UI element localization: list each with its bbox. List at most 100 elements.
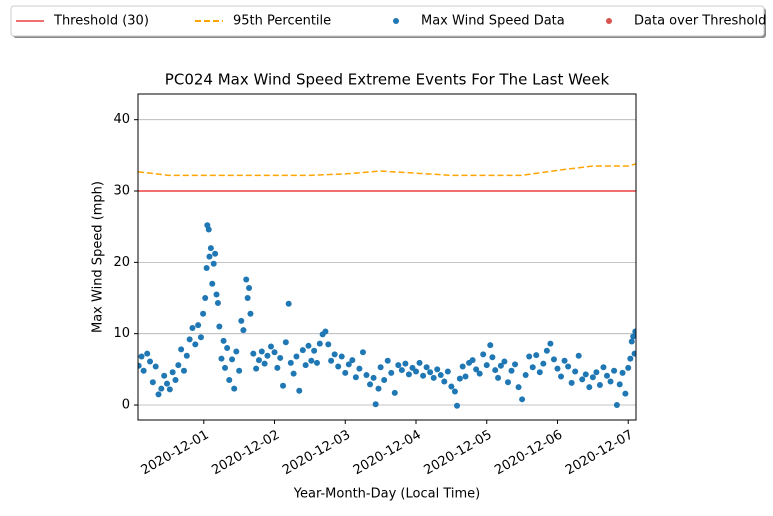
data-point (568, 379, 575, 386)
data-point (352, 374, 359, 381)
data-point (359, 349, 366, 356)
data-point (480, 351, 487, 358)
legend-label: Data over Threshold (634, 14, 766, 29)
data-point (218, 355, 225, 362)
data-point (200, 310, 207, 317)
data-point (210, 260, 217, 267)
data-point (192, 341, 199, 348)
data-point (316, 340, 323, 347)
data-point (596, 382, 603, 389)
data-point (473, 366, 480, 373)
x-axis-label: Year-Month-Day (Local Time) (293, 487, 480, 502)
data-point (293, 353, 300, 360)
data-point (231, 385, 238, 392)
data-point (454, 402, 461, 409)
data-point (423, 364, 430, 371)
plot-frame (137, 93, 637, 421)
data-point (302, 362, 309, 369)
data-point (349, 357, 356, 364)
data-point (338, 353, 345, 360)
data-point (226, 377, 233, 384)
data-point (402, 360, 409, 367)
legend-label: Threshold (30) (53, 14, 149, 29)
y-tick-label: 20 (113, 255, 130, 270)
data-point (207, 245, 214, 252)
data-point (345, 361, 352, 368)
data-point (589, 374, 596, 381)
data-point (441, 378, 448, 385)
x-tick-label: 2020-12-01 (139, 428, 212, 479)
data-point (189, 324, 196, 331)
data-point (264, 352, 271, 359)
data-point (519, 396, 526, 403)
data-point (175, 362, 182, 369)
data-point (622, 390, 629, 397)
data-point (267, 343, 274, 350)
data-point (244, 295, 251, 302)
percentile-line (138, 163, 636, 177)
data-point (342, 369, 349, 376)
data-point (206, 253, 213, 260)
data-point (444, 368, 451, 375)
data-point (501, 358, 508, 365)
data-point (413, 368, 420, 375)
data-point (147, 358, 154, 365)
data-point (586, 384, 593, 391)
y-tick-label: 40 (113, 112, 130, 127)
data-point (497, 362, 504, 369)
data-point (582, 371, 589, 378)
data-point (224, 344, 231, 351)
data-point (631, 350, 636, 357)
legend-label: Max Wind Speed Data (421, 14, 565, 29)
data-point (469, 357, 476, 364)
data-point (483, 362, 490, 369)
data-point (328, 357, 335, 364)
data-point (220, 337, 227, 344)
data-point (209, 280, 216, 287)
data-point (213, 291, 220, 298)
data-point (462, 373, 469, 380)
data-point (308, 357, 315, 364)
data-point (554, 365, 561, 372)
data-point (285, 300, 292, 307)
data-point (489, 354, 496, 361)
data-point (158, 385, 165, 392)
data-point (611, 367, 618, 374)
data-point (603, 372, 610, 379)
data-point (377, 364, 384, 371)
data-point (627, 355, 634, 362)
data-point (593, 369, 600, 376)
data-point (322, 328, 329, 335)
data-point (203, 265, 210, 272)
data-point (240, 327, 247, 334)
y-tick-label: 10 (113, 326, 130, 341)
data-point (600, 364, 607, 371)
data-point (205, 226, 212, 233)
x-tick-label: 2020-12-03 (280, 428, 353, 479)
data-point (536, 369, 543, 376)
data-point (195, 322, 202, 329)
data-point (625, 364, 632, 371)
chart-title: PC024 Max Wind Speed Extreme Events For … (165, 71, 610, 89)
data-point (280, 382, 287, 389)
data-point (384, 357, 391, 364)
data-point (216, 323, 223, 330)
data-point (138, 362, 142, 369)
legend-label: 95th Percentile (233, 14, 331, 29)
data-point (197, 334, 204, 341)
data-point (186, 336, 193, 343)
data-point (214, 300, 221, 307)
data-point (430, 374, 437, 381)
data-point (372, 401, 379, 408)
data-point (579, 376, 586, 383)
data-point (222, 364, 229, 371)
data-point (405, 371, 412, 378)
x-tick-label: 2020-12-07 (563, 428, 636, 479)
data-point (448, 383, 455, 390)
data-point (271, 349, 278, 356)
data-point (395, 362, 402, 369)
data-point (632, 328, 636, 335)
data-point (238, 317, 245, 324)
data-point (619, 369, 626, 376)
